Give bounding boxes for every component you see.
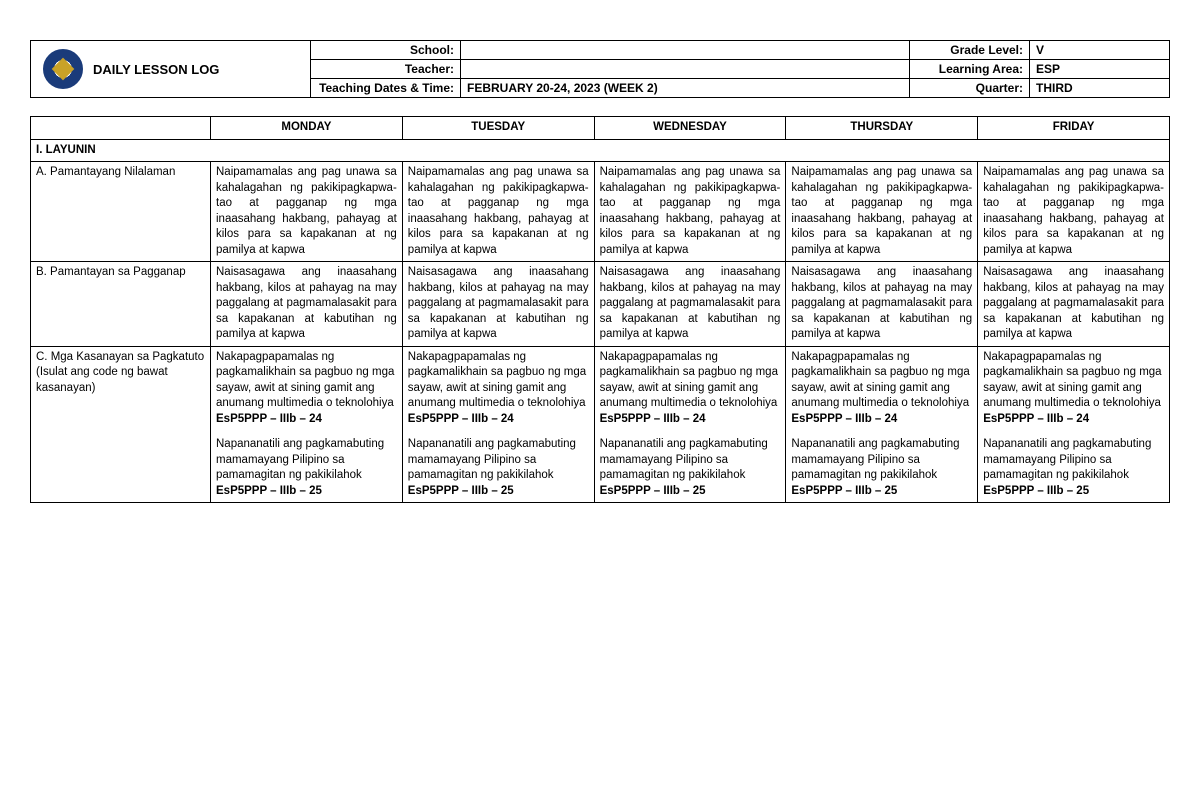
c-p2-code: EsP5PPP – IIIb – 25 xyxy=(983,485,1089,497)
row-a-mon: Naipamamalas ang pag unawa sa kahalagaha… xyxy=(211,162,403,262)
row-b-tue: Naisasagawa ang inaasahang hakbang, kilo… xyxy=(402,262,594,347)
value-quarter: THIRD xyxy=(1030,79,1170,98)
day-wed: WEDNESDAY xyxy=(594,117,786,140)
main-table: MONDAY TUESDAY WEDNESDAY THURSDAY FRIDAY… xyxy=(30,116,1170,503)
c-p2-code: EsP5PPP – IIIb – 25 xyxy=(791,485,897,497)
c-p2-code: EsP5PPP – IIIb – 25 xyxy=(216,485,322,497)
row-a-thu: Naipamamalas ang pag unawa sa kahalagaha… xyxy=(786,162,978,262)
row-a-label: A. Pamantayang Nilalaman xyxy=(31,162,211,262)
c-p1-code: EsP5PPP – IIIb – 24 xyxy=(216,413,322,425)
c-p1-code: EsP5PPP – IIIb – 24 xyxy=(791,413,897,425)
value-school xyxy=(461,41,910,60)
label-quarter: Quarter: xyxy=(910,79,1030,98)
c-p2-text: Napananatili ang pagkamabuting mamamayan… xyxy=(600,438,768,481)
row-b: B. Pamantayan sa Pagganap Naisasagawa an… xyxy=(31,262,1170,347)
row-a-fri: Naipamamalas ang pag unawa sa kahalagaha… xyxy=(978,162,1170,262)
row-c-thu: Nakapagpapamalas ng pagkamalikhain sa pa… xyxy=(786,346,978,503)
header-table: DAILY LESSON LOG School: Grade Level: V … xyxy=(30,40,1170,98)
c-p1-text: Nakapagpapamalas ng pagkamalikhain sa pa… xyxy=(408,351,586,410)
day-tue: TUESDAY xyxy=(402,117,594,140)
row-a: A. Pamantayang Nilalaman Naipamamalas an… xyxy=(31,162,1170,262)
day-mon: MONDAY xyxy=(211,117,403,140)
row-b-mon: Naisasagawa ang inaasahang hakbang, kilo… xyxy=(211,262,403,347)
section-row: I. LAYUNIN xyxy=(31,139,1170,162)
row-a-wed: Naipamamalas ang pag unawa sa kahalagaha… xyxy=(594,162,786,262)
row-c-wed: Nakapagpapamalas ng pagkamalikhain sa pa… xyxy=(594,346,786,503)
c-p1-code: EsP5PPP – IIIb – 24 xyxy=(600,413,706,425)
label-school: School: xyxy=(311,41,461,60)
day-fri: FRIDAY xyxy=(978,117,1170,140)
value-grade: V xyxy=(1030,41,1170,60)
c-p1-text: Nakapagpapamalas ng pagkamalikhain sa pa… xyxy=(600,351,778,410)
doc-title: DAILY LESSON LOG xyxy=(93,62,219,77)
title-cell: DAILY LESSON LOG xyxy=(31,41,311,98)
row-c-tue: Nakapagpapamalas ng pagkamalikhain sa pa… xyxy=(402,346,594,503)
label-area: Learning Area: xyxy=(910,60,1030,79)
row-b-thu: Naisasagawa ang inaasahang hakbang, kilo… xyxy=(786,262,978,347)
section-heading: I. LAYUNIN xyxy=(31,139,1170,162)
day-header-row: MONDAY TUESDAY WEDNESDAY THURSDAY FRIDAY xyxy=(31,117,1170,140)
row-b-fri: Naisasagawa ang inaasahang hakbang, kilo… xyxy=(978,262,1170,347)
c-p2-text: Napananatili ang pagkamabuting mamamayan… xyxy=(216,438,384,481)
c-p2-code: EsP5PPP – IIIb – 25 xyxy=(600,485,706,497)
c-p1-code: EsP5PPP – IIIb – 24 xyxy=(983,413,1089,425)
row-b-wed: Naisasagawa ang inaasahang hakbang, kilo… xyxy=(594,262,786,347)
row-c-label: C. Mga Kasanayan sa Pagkatuto (Isulat an… xyxy=(31,346,211,503)
c-p2-text: Napananatili ang pagkamabuting mamamayan… xyxy=(408,438,576,481)
blank-corner xyxy=(31,117,211,140)
c-p1-text: Nakapagpapamalas ng pagkamalikhain sa pa… xyxy=(216,351,394,410)
row-c: C. Mga Kasanayan sa Pagkatuto (Isulat an… xyxy=(31,346,1170,503)
day-thu: THURSDAY xyxy=(786,117,978,140)
row-c-fri: Nakapagpapamalas ng pagkamalikhain sa pa… xyxy=(978,346,1170,503)
label-dates: Teaching Dates & Time: xyxy=(311,79,461,98)
value-area: ESP xyxy=(1030,60,1170,79)
value-dates: FEBRUARY 20-24, 2023 (WEEK 2) xyxy=(461,79,910,98)
c-p1-text: Nakapagpapamalas ng pagkamalikhain sa pa… xyxy=(983,351,1161,410)
row-c-mon: Nakapagpapamalas ng pagkamalikhain sa pa… xyxy=(211,346,403,503)
row-a-tue: Naipamamalas ang pag unawa sa kahalagaha… xyxy=(402,162,594,262)
seal-icon xyxy=(43,49,83,89)
label-teacher: Teacher: xyxy=(311,60,461,79)
value-teacher xyxy=(461,60,910,79)
c-p1-code: EsP5PPP – IIIb – 24 xyxy=(408,413,514,425)
c-p1-text: Nakapagpapamalas ng pagkamalikhain sa pa… xyxy=(791,351,969,410)
row-b-label: B. Pamantayan sa Pagganap xyxy=(31,262,211,347)
c-p2-code: EsP5PPP – IIIb – 25 xyxy=(408,485,514,497)
c-p2-text: Napananatili ang pagkamabuting mamamayan… xyxy=(791,438,959,481)
label-grade: Grade Level: xyxy=(910,41,1030,60)
c-p2-text: Napananatili ang pagkamabuting mamamayan… xyxy=(983,438,1151,481)
